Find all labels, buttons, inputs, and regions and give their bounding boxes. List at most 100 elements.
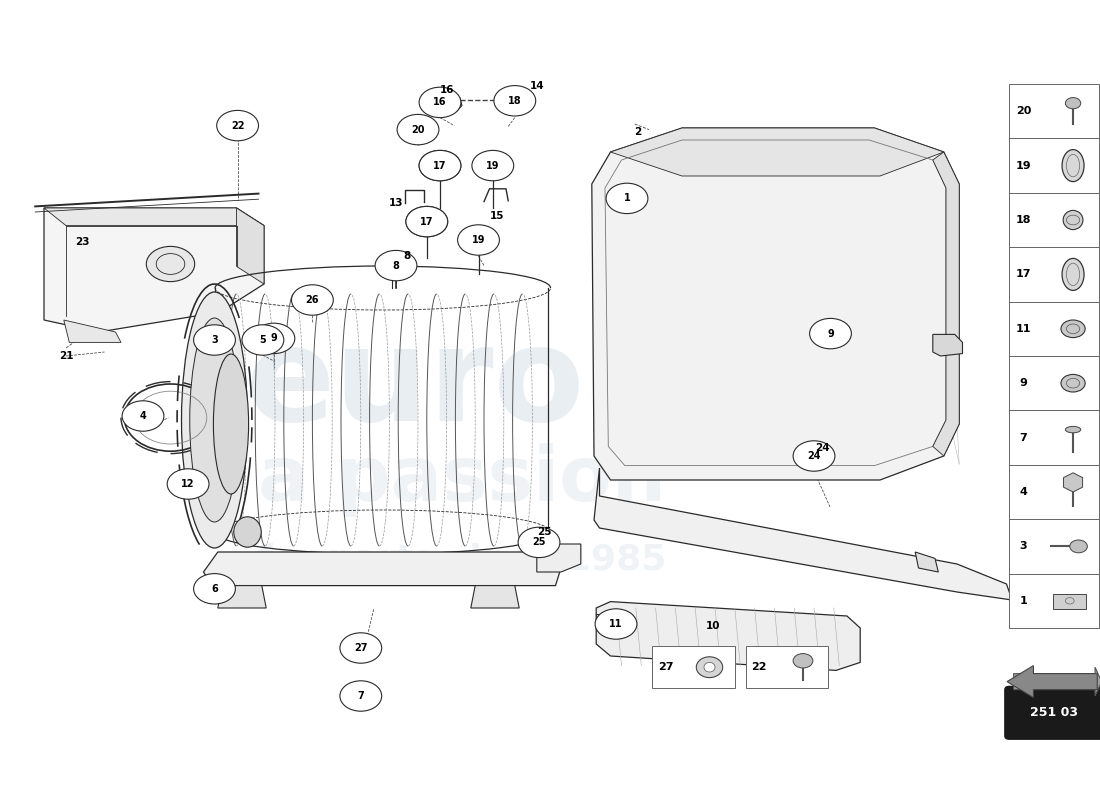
Circle shape (1060, 320, 1085, 338)
Text: 8: 8 (393, 261, 399, 270)
Polygon shape (236, 208, 264, 284)
Circle shape (793, 441, 835, 471)
Ellipse shape (409, 122, 427, 138)
Circle shape (122, 401, 164, 431)
Polygon shape (915, 552, 938, 572)
Text: 2: 2 (635, 127, 641, 137)
Circle shape (472, 150, 514, 181)
Bar (1010, 410, 1100, 465)
Circle shape (494, 86, 536, 116)
Text: 18: 18 (1015, 215, 1032, 225)
Text: 3: 3 (1020, 542, 1027, 551)
Polygon shape (1008, 666, 1098, 698)
Circle shape (458, 225, 499, 255)
Text: a passion: a passion (257, 443, 667, 517)
Circle shape (1069, 540, 1087, 553)
Ellipse shape (189, 318, 240, 522)
Circle shape (375, 250, 417, 281)
Ellipse shape (696, 657, 723, 678)
Text: 27: 27 (658, 662, 673, 672)
Circle shape (459, 226, 498, 254)
Text: 1: 1 (624, 194, 630, 203)
Polygon shape (594, 468, 1012, 600)
Polygon shape (596, 602, 860, 670)
Circle shape (1065, 98, 1080, 109)
Polygon shape (596, 614, 622, 630)
Text: 27: 27 (354, 643, 367, 653)
Polygon shape (44, 208, 264, 332)
Bar (1010, 193, 1100, 247)
Text: 8: 8 (404, 251, 410, 261)
Text: 11: 11 (609, 619, 623, 629)
Bar (1010, 138, 1100, 193)
Text: 16: 16 (433, 98, 447, 107)
Text: 22: 22 (751, 662, 767, 672)
Polygon shape (933, 334, 962, 356)
Circle shape (167, 469, 209, 499)
Text: 7: 7 (358, 691, 364, 701)
Ellipse shape (389, 260, 403, 268)
Text: 12: 12 (182, 479, 195, 489)
Text: 251 03: 251 03 (1031, 706, 1078, 719)
Polygon shape (251, 338, 270, 350)
Bar (1010, 84, 1100, 138)
Circle shape (595, 609, 637, 639)
Polygon shape (204, 552, 561, 586)
Circle shape (419, 150, 461, 181)
Bar (1010, 574, 1100, 628)
Polygon shape (1014, 667, 1100, 696)
Circle shape (397, 114, 439, 145)
Ellipse shape (1065, 426, 1080, 433)
Ellipse shape (1063, 210, 1082, 230)
Text: 18: 18 (508, 96, 521, 106)
Text: 20: 20 (411, 125, 425, 134)
Text: 14: 14 (529, 82, 544, 91)
Text: 21: 21 (58, 351, 74, 361)
Text: 23: 23 (75, 238, 90, 247)
Text: 17: 17 (433, 161, 447, 170)
Circle shape (518, 527, 560, 558)
Circle shape (406, 206, 448, 237)
Ellipse shape (213, 354, 249, 494)
Text: 19: 19 (472, 235, 485, 245)
Text: 24: 24 (815, 443, 830, 453)
Text: 4: 4 (140, 411, 146, 421)
Bar (746, 646, 828, 688)
Circle shape (406, 206, 448, 237)
Circle shape (194, 325, 235, 355)
Circle shape (340, 633, 382, 663)
Polygon shape (218, 586, 266, 608)
Ellipse shape (182, 292, 248, 548)
Text: 10: 10 (705, 622, 720, 631)
Text: 15: 15 (490, 211, 505, 221)
Polygon shape (592, 128, 959, 480)
Circle shape (340, 681, 382, 711)
Polygon shape (537, 544, 581, 572)
Polygon shape (393, 266, 399, 276)
Text: for parts since 1985: for parts since 1985 (257, 543, 667, 577)
FancyBboxPatch shape (1005, 686, 1100, 739)
Text: 6: 6 (211, 584, 218, 594)
Polygon shape (933, 152, 959, 456)
Circle shape (606, 183, 648, 214)
Polygon shape (64, 320, 121, 342)
Text: 25: 25 (532, 538, 546, 547)
Polygon shape (1064, 473, 1082, 492)
Polygon shape (44, 208, 264, 226)
Text: europ: europ (245, 321, 679, 447)
Text: 17: 17 (1015, 270, 1032, 279)
Circle shape (146, 246, 195, 282)
Circle shape (793, 654, 813, 668)
Text: 9: 9 (1020, 378, 1027, 388)
Ellipse shape (505, 93, 525, 110)
Polygon shape (610, 128, 944, 176)
Text: 4: 4 (1020, 487, 1027, 497)
Bar (1010, 465, 1100, 519)
Ellipse shape (233, 517, 262, 547)
Text: 26: 26 (306, 295, 319, 305)
Text: 24: 24 (807, 451, 821, 461)
Ellipse shape (300, 291, 324, 310)
Bar (1010, 247, 1100, 302)
Circle shape (473, 151, 513, 180)
Text: 20: 20 (1016, 106, 1031, 116)
